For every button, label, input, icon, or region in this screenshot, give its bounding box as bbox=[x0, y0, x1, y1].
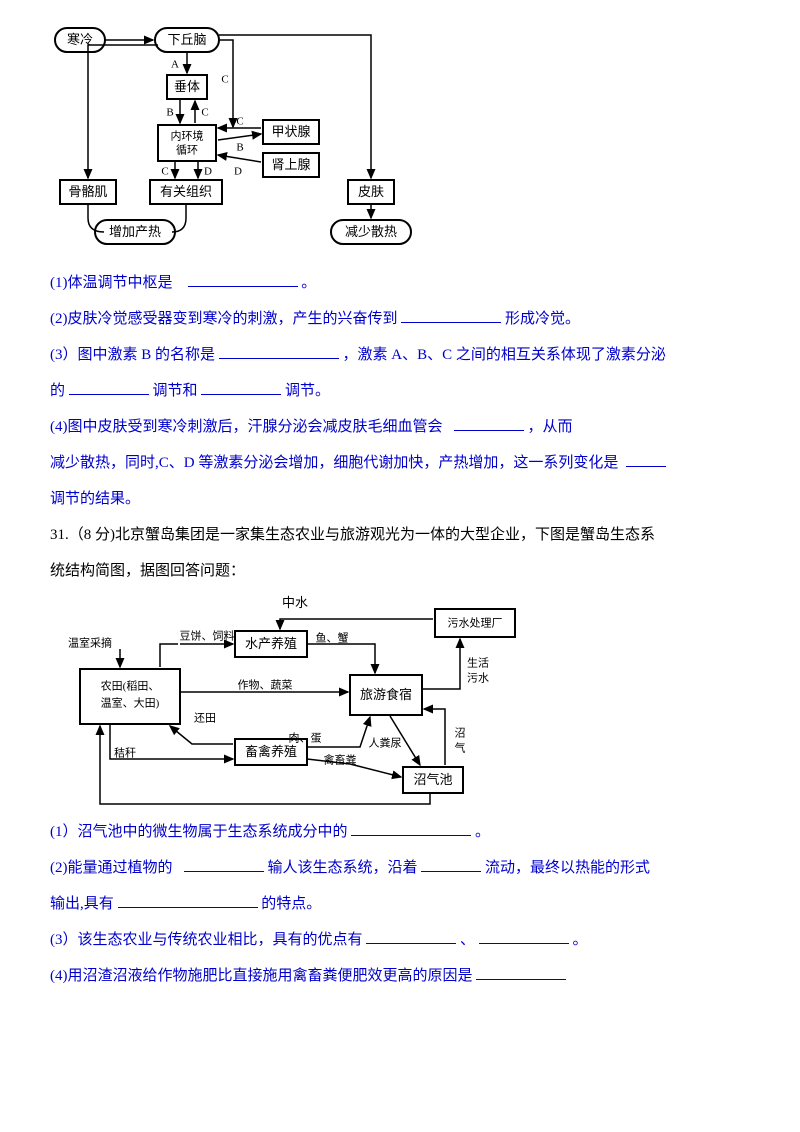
lbl-straw: 秸秆 bbox=[114, 747, 136, 760]
lbl-doubing: 豆饼、饲料 bbox=[180, 629, 235, 643]
q2-3a: 输出,具有 bbox=[50, 896, 114, 912]
node-heatup: 增加产热 bbox=[109, 224, 161, 239]
node-tourism: 旅游食宿 bbox=[360, 687, 412, 702]
node-hypothalamus: 下丘脑 bbox=[167, 32, 206, 47]
lbl-meategg: 肉、蛋 bbox=[289, 732, 322, 745]
diagram-thermoregulation: 寒冷 下丘脑 垂体 内环境 循环 甲状腺 肾上腺 骨骼肌 有关组织 皮肤 增加产… bbox=[50, 20, 420, 265]
label-C3: C bbox=[221, 74, 228, 86]
q2-3b: 的特点。 bbox=[261, 896, 321, 912]
q2-2a: (2)能量通过植物的 bbox=[50, 860, 173, 876]
node-heatdown: 减少散热 bbox=[345, 224, 397, 239]
label-D: D bbox=[234, 166, 242, 178]
q1-7a: 调节的结果。 bbox=[50, 491, 140, 507]
lbl-zhaoqi1: 沼 bbox=[455, 726, 466, 740]
node-thyroid: 甲状腺 bbox=[271, 124, 310, 139]
q2-5a: (4)用沼渣沼液给作物施肥比直接施用禽畜粪便肥效更高的原因是 bbox=[50, 968, 473, 984]
label-C2: C bbox=[236, 116, 243, 128]
lbl-crops: 作物、蔬菜 bbox=[238, 678, 293, 692]
q2-4c: 。 bbox=[573, 932, 588, 948]
lbl-zhaoqi2: 气 bbox=[455, 741, 466, 755]
blank-2-2b bbox=[421, 856, 481, 872]
blank-2-3 bbox=[118, 892, 258, 908]
q2-1a: (1）沼气池中的微生物属于生态系统成分中的 bbox=[50, 824, 348, 840]
node-internal-2: 循环 bbox=[176, 144, 198, 157]
q1-line2: (2)皮肤冷觉感受器变到寒冷的刺激，产生的兴奋传到 形成冷觉。 bbox=[50, 301, 750, 337]
q1-2a: (2)皮肤冷觉感受器变到寒冷的刺激，产生的兴奋传到 bbox=[50, 311, 398, 327]
q2-line3: 输出,具有 的特点。 bbox=[50, 886, 750, 922]
q1-4a: 的 bbox=[50, 383, 65, 399]
label-Dd: D bbox=[204, 166, 212, 178]
q2-2c: 流动，最终以热能的形式 bbox=[485, 860, 650, 876]
lbl-wenshi: 温室采摘 bbox=[68, 636, 112, 650]
blank-1-1 bbox=[188, 271, 298, 287]
lbl-wushui2: 污水 bbox=[467, 672, 489, 685]
blank-1-4a bbox=[69, 379, 149, 395]
q2-1b: 。 bbox=[475, 824, 490, 840]
q31-intro-b: 统结构简图，据图回答问题： bbox=[50, 553, 750, 589]
node-internal-1: 内环境 bbox=[171, 129, 204, 143]
node-adrenal: 肾上腺 bbox=[271, 157, 310, 172]
blank-1-3 bbox=[219, 343, 339, 359]
q1-5a: (4)图中皮肤受到寒冷刺激后，汗腺分泌会减皮肤毛细血管会 bbox=[50, 419, 443, 435]
q1-3b: ，激素 A、B、C 之间的相互关系体现了激素分泌 bbox=[343, 347, 666, 363]
q2-line1: (1）沼气池中的微生物属于生态系统成分中的 。 bbox=[50, 814, 750, 850]
node-farm-2: 温室、大田) bbox=[101, 696, 160, 710]
blank-2-1 bbox=[351, 820, 471, 836]
node-farm-1: 农田(稻田、 bbox=[101, 679, 160, 693]
q2-line2: (2)能量通过植物的 输人该生态系统，沿着 流动，最终以热能的形式 bbox=[50, 850, 750, 886]
q1-line6: 减少散热，同时,C、D 等激素分泌会增加，细胞代谢加快，产热增加，这一系列变化是 bbox=[50, 445, 750, 481]
q1-line4: 的 调节和 调节。 bbox=[50, 373, 750, 409]
lbl-huantian: 还田 bbox=[194, 712, 216, 725]
q1-2b: 形成冷觉。 bbox=[505, 311, 580, 327]
blank-2-4a bbox=[366, 928, 456, 944]
label-B2: B bbox=[236, 142, 243, 154]
node-sewage: 污水处理厂 bbox=[448, 617, 503, 630]
q1-line1: (1)体温调节中枢是 。 bbox=[50, 265, 750, 301]
blank-2-2a bbox=[184, 856, 264, 872]
node-pituitary: 垂体 bbox=[174, 79, 200, 94]
q2-4a: (3）该生态农业与传统农业相比，具有的优点有 bbox=[50, 932, 363, 948]
node-livestock: 畜禽养殖 bbox=[245, 744, 297, 759]
q1-6a: 减少散热，同时,C、D 等激素分泌会增加，细胞代谢加快，产热增加，这一系列变化是 bbox=[50, 455, 618, 471]
blank-1-6 bbox=[626, 451, 666, 467]
blank-1-4b bbox=[201, 379, 281, 395]
q31-intro-a: 31.（8 分)北京蟹岛集团是一家集生态农业与旅游观光为一体的大型企业，下图是蟹… bbox=[50, 517, 750, 553]
q31-b: 统结构简图，据图回答问题： bbox=[50, 563, 245, 579]
q1-4c: 调节。 bbox=[285, 383, 330, 399]
q1-5b: ，从而 bbox=[528, 419, 573, 435]
node-muscle: 骨骼肌 bbox=[68, 184, 107, 199]
q1-4b: 调节和 bbox=[153, 383, 198, 399]
lbl-zhongshui: 中水 bbox=[282, 595, 308, 610]
node-skin: 皮肤 bbox=[358, 184, 384, 199]
q1-line5: (4)图中皮肤受到寒冷刺激后，汗腺分泌会减皮肤毛细血管会 ，从而 bbox=[50, 409, 750, 445]
q1-1a: (1)体温调节中枢是 bbox=[50, 275, 173, 291]
label-Cd: C bbox=[161, 166, 168, 178]
lbl-renfen: 人粪尿 bbox=[369, 736, 402, 750]
label-A: A bbox=[171, 59, 179, 71]
q2-line4: (3）该生态农业与传统农业相比，具有的优点有 、 。 bbox=[50, 922, 750, 958]
q1-line3: (3）图中激素 B 的名称是 ，激素 A、B、C 之间的相互关系体现了激素分泌 bbox=[50, 337, 750, 373]
q31-a: 31.（8 分)北京蟹岛集团是一家集生态农业与旅游观光为一体的大型企业，下图是蟹… bbox=[50, 527, 655, 543]
node-tissue: 有关组织 bbox=[160, 184, 212, 199]
blank-1-2 bbox=[401, 307, 501, 323]
lbl-fishcrab: 鱼、蟹 bbox=[316, 631, 349, 645]
q2-4b: 、 bbox=[460, 932, 475, 948]
q1-3a: (3）图中激素 B 的名称是 bbox=[50, 347, 215, 363]
q2-line5: (4)用沼渣沼液给作物施肥比直接施用禽畜粪便肥效更高的原因是 bbox=[50, 958, 750, 994]
node-aqua: 水产养殖 bbox=[245, 636, 297, 651]
blank-2-5 bbox=[476, 964, 566, 980]
q1-line7: 调节的结果。 bbox=[50, 481, 750, 517]
blank-1-5 bbox=[454, 415, 524, 431]
blank-2-4b bbox=[479, 928, 569, 944]
diagram-ecosystem: 农田(稻田、 温室、大田) 水产养殖 畜禽养殖 旅游食宿 污水处理厂 沼气池 中… bbox=[50, 589, 520, 814]
node-biogas: 沼气池 bbox=[413, 772, 452, 787]
label-B: B bbox=[166, 107, 173, 119]
q1-1b: 。 bbox=[301, 275, 316, 291]
lbl-wushui1: 生活 bbox=[467, 656, 489, 670]
label-C1: C bbox=[201, 107, 208, 119]
q2-2b: 输人该生态系统，沿着 bbox=[268, 860, 418, 876]
